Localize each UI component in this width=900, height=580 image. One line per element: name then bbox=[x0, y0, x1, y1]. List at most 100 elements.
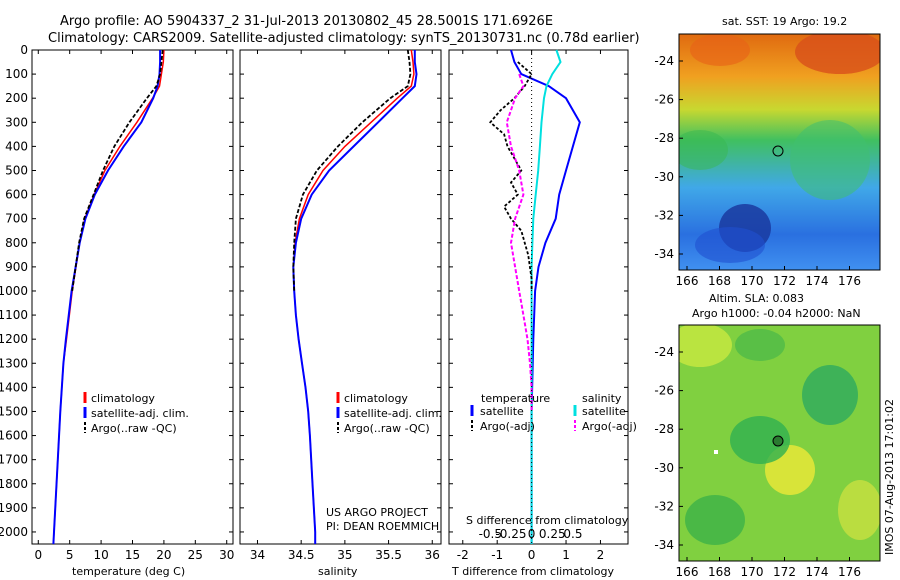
map-x-tick-label: 168 bbox=[708, 565, 731, 579]
depth-tick-label: 1900 bbox=[0, 501, 28, 515]
sst-warm-patch bbox=[690, 34, 750, 66]
legend-climatology: climatology bbox=[344, 392, 408, 405]
s-tick-label: -0.25 bbox=[495, 527, 526, 541]
map-x-tick-label: 174 bbox=[806, 565, 829, 579]
depth-tick-label: 500 bbox=[5, 163, 28, 177]
x-tick-label: 36 bbox=[425, 548, 440, 562]
difference-xlabel: T difference from climatology bbox=[451, 565, 614, 578]
map-x-tick-label: 168 bbox=[708, 274, 731, 288]
salinity-legend: climatology satellite-adj. clim. Argo(..… bbox=[336, 392, 442, 435]
legend-climatology: climatology bbox=[91, 392, 155, 405]
depth-tick-label: 100 bbox=[5, 67, 28, 81]
sla-map-title: Altim. SLA: 0.083 bbox=[709, 292, 804, 305]
map-x-tick-label: 170 bbox=[741, 274, 764, 288]
depth-tick-label: 800 bbox=[5, 236, 28, 250]
difference-xlabel2: S difference from climatology bbox=[466, 514, 629, 527]
legend-title-temperature: temperature bbox=[481, 392, 550, 405]
map-x-tick-label: 170 bbox=[741, 565, 764, 579]
legend-t-argo: Argo(-adj) bbox=[480, 420, 535, 433]
x-tick-label: -2 bbox=[457, 548, 469, 562]
sst-green-patch bbox=[679, 130, 728, 170]
map-y-tick-label: -24 bbox=[654, 345, 674, 359]
depth-tick-label: 1200 bbox=[0, 332, 28, 346]
map-y-tick-label: -30 bbox=[654, 461, 674, 475]
satellite-line bbox=[52, 50, 162, 545]
depth-tick-label: 400 bbox=[5, 139, 28, 153]
x-tick-label: 2 bbox=[597, 548, 605, 562]
depth-tick-label: 2000 bbox=[0, 525, 28, 539]
temperature-legend: climatology satellite-adj. clim. Argo(..… bbox=[83, 392, 189, 435]
x-tick-label: 0 bbox=[528, 548, 536, 562]
difference-legend: temperature salinity satellite Argo(-adj… bbox=[470, 392, 637, 433]
t-satellite-line bbox=[510, 49, 581, 544]
sst-map-title: sat. SST: 19 Argo: 19.2 bbox=[722, 15, 847, 28]
map-x-tick-label: 166 bbox=[676, 274, 699, 288]
sst-map-axes: 166 168 170 172 174 176 -24 -26 -28 -30 -32 -34 bbox=[654, 54, 861, 288]
sla-low-patch bbox=[802, 365, 858, 425]
temperature-plot: 0 5 10 15 20 25 30 bbox=[34, 49, 234, 562]
depth-tick-label: 700 bbox=[5, 212, 28, 226]
depth-tick-label: 900 bbox=[5, 260, 28, 274]
map-x-tick-label: 176 bbox=[838, 274, 861, 288]
s-argo-line bbox=[505, 73, 533, 412]
sst-cool-patch bbox=[695, 227, 765, 263]
depth-tick-label: 300 bbox=[5, 115, 28, 129]
difference-plot: -2 -1 0 1 2 -0.5-0.25 0 0.250.5 bbox=[457, 49, 605, 562]
depth-tick-label: 200 bbox=[5, 91, 28, 105]
depth-tick-label: 600 bbox=[5, 188, 28, 202]
map-y-tick-label: -28 bbox=[654, 131, 674, 145]
depth-tick-label: 1700 bbox=[0, 453, 28, 467]
s-tick-label: -0.5 bbox=[479, 527, 502, 541]
legend-title-salinity: salinity bbox=[582, 392, 622, 405]
map-y-tick-label: -28 bbox=[654, 422, 674, 436]
temperature-xlabel: temperature (deg C) bbox=[72, 565, 185, 578]
map-y-tick-label: -30 bbox=[654, 170, 674, 184]
x-tick-label: 10 bbox=[93, 548, 108, 562]
legend-satellite: satellite-adj. clim. bbox=[91, 407, 189, 420]
sla-low-patch bbox=[685, 495, 745, 545]
s-tick-label: 0.25 bbox=[539, 527, 566, 541]
x-tick-label: 35.5 bbox=[375, 548, 402, 562]
t-argo-line bbox=[489, 61, 533, 291]
map-y-tick-label: -34 bbox=[654, 538, 674, 552]
map-x-tick-label: 174 bbox=[806, 274, 829, 288]
x-tick-label: 15 bbox=[125, 548, 140, 562]
satellite-line bbox=[292, 50, 418, 544]
depth-tick-label: 1000 bbox=[0, 284, 28, 298]
depth-tick-label: 1400 bbox=[0, 380, 28, 394]
salinity-plot: 34 34.5 35 35.5 36 bbox=[250, 49, 440, 562]
x-tick-label: 30 bbox=[219, 548, 234, 562]
legend-s-argo: Argo(-adj) bbox=[582, 420, 637, 433]
x-tick-label: 34 bbox=[250, 548, 265, 562]
map-x-tick-label: 176 bbox=[838, 565, 861, 579]
depth-tick-label: 1800 bbox=[0, 477, 28, 491]
sst-warm-patch bbox=[795, 34, 880, 74]
map-y-tick-label: -32 bbox=[654, 499, 674, 513]
x-tick-label: 5 bbox=[66, 548, 74, 562]
map-y-tick-label: -32 bbox=[654, 208, 674, 222]
s-satellite-line bbox=[530, 49, 562, 544]
depth-tick-label: 1100 bbox=[0, 308, 28, 322]
sst-map-frame bbox=[678, 33, 881, 271]
map-y-tick-label: -26 bbox=[654, 93, 674, 107]
sla-map-axes: 166 168 170 172 174 176 -24 -26 -28 -30 -32 -34 bbox=[654, 345, 861, 579]
salinity-xlabel: salinity bbox=[318, 565, 358, 578]
x-tick-label: 34.5 bbox=[288, 548, 315, 562]
project-label: US ARGO PROJECT bbox=[326, 506, 428, 519]
argo-line bbox=[292, 49, 412, 292]
sla-missing-cell bbox=[714, 450, 718, 454]
sst-green-patch bbox=[790, 120, 870, 200]
legend-t-satellite: satellite bbox=[480, 405, 524, 418]
sla-map-subtitle: Argo h1000: -0.04 h2000: NaN bbox=[692, 307, 861, 320]
x-tick-label: -1 bbox=[491, 548, 503, 562]
side-label: IMOS 07-Aug-2013 17:01:02 bbox=[883, 399, 896, 555]
header-line2: Climatology: CARS2009. Satellite-adjuste… bbox=[48, 31, 640, 46]
sst-map bbox=[679, 34, 880, 270]
legend-argo: Argo(..raw -QC) bbox=[344, 422, 430, 435]
depth-tick-label: 1600 bbox=[0, 429, 28, 443]
sst-argo-marker bbox=[772, 145, 784, 157]
legend-argo: Argo(..raw -QC) bbox=[91, 422, 177, 435]
x-tick-label: 1 bbox=[562, 548, 570, 562]
sla-high-patch bbox=[679, 325, 732, 367]
